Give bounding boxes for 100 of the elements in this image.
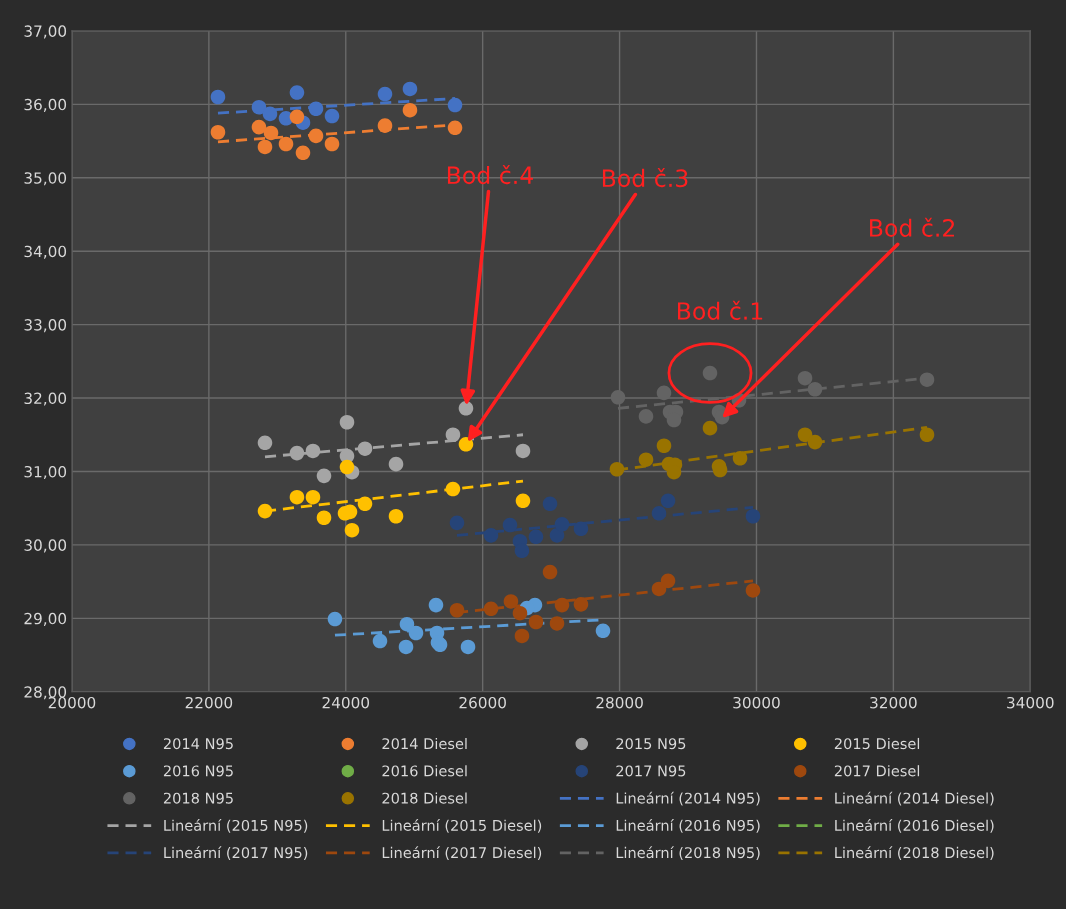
point xyxy=(514,543,530,559)
x-tick-label: 26000 xyxy=(459,696,506,709)
point xyxy=(745,583,761,598)
legend-label: 2018 Diesel xyxy=(382,792,467,804)
legend-label: 2014 Diesel xyxy=(382,737,467,750)
point xyxy=(483,528,499,543)
point xyxy=(327,611,343,627)
legend-label: 2015 Diesel xyxy=(834,737,920,750)
point xyxy=(449,515,465,531)
point xyxy=(610,390,626,405)
annotation: Bod č.2 xyxy=(870,217,955,237)
point xyxy=(210,89,226,105)
point xyxy=(305,489,321,505)
point xyxy=(458,437,474,452)
y-tick-label: 34,00 xyxy=(24,245,67,259)
point xyxy=(483,601,499,617)
point xyxy=(554,597,570,613)
point xyxy=(305,443,321,459)
point xyxy=(324,136,340,152)
point xyxy=(263,125,279,141)
x-tick-label: 24000 xyxy=(322,696,370,709)
point xyxy=(638,409,654,424)
legend-label: Lineární (2016 N95) xyxy=(616,819,760,833)
point xyxy=(316,510,332,526)
point xyxy=(656,385,672,401)
point xyxy=(807,381,823,397)
point xyxy=(514,628,530,644)
legend-label: 2017 Diesel xyxy=(834,765,920,777)
legend-label: 2017 N95 xyxy=(616,765,686,777)
y-tick-label: 36,00 xyxy=(24,98,67,112)
point xyxy=(210,124,226,140)
point xyxy=(372,633,388,649)
point xyxy=(797,370,813,386)
point xyxy=(651,506,667,521)
y-tick-label: 32,00 xyxy=(24,392,67,406)
point xyxy=(339,414,355,430)
point xyxy=(295,145,311,161)
point xyxy=(289,109,305,125)
legend-label: Lineární (2018 N95) xyxy=(616,846,760,860)
point xyxy=(357,496,373,512)
y-tick-label: 33,00 xyxy=(24,319,67,333)
point xyxy=(745,508,761,524)
point xyxy=(702,420,718,436)
point xyxy=(528,529,544,545)
point xyxy=(542,564,558,580)
point xyxy=(428,597,444,613)
point xyxy=(308,101,324,117)
point xyxy=(388,508,404,524)
point xyxy=(449,602,465,618)
legend-label: Lineární (2014 Diesel) xyxy=(835,791,994,806)
point xyxy=(919,427,935,443)
annotation: Bod č.4 xyxy=(447,164,533,185)
y-tick-label: 31,00 xyxy=(24,465,67,480)
point xyxy=(542,496,558,512)
point xyxy=(515,493,531,509)
point xyxy=(573,597,589,612)
point xyxy=(308,128,324,144)
legend-label: Lineární (2015 N95) xyxy=(164,819,308,833)
point xyxy=(357,441,373,456)
legend-label: 2015 N95 xyxy=(616,738,686,750)
y-tick-label: 37,00 xyxy=(24,25,67,39)
point xyxy=(251,119,267,135)
point xyxy=(398,639,414,655)
y-tick-label: 29,00 xyxy=(24,612,67,626)
point xyxy=(515,443,531,459)
point xyxy=(402,81,418,97)
point xyxy=(324,108,340,124)
point xyxy=(656,438,672,454)
point xyxy=(402,102,418,118)
point xyxy=(316,468,332,484)
point xyxy=(289,85,305,100)
x-tick-label: 34000 xyxy=(1007,696,1054,709)
legend-label: 2018 N95 xyxy=(163,792,233,804)
point xyxy=(797,427,813,443)
point xyxy=(528,614,544,630)
point xyxy=(660,573,676,589)
x-tick-label: 28000 xyxy=(596,696,643,709)
point xyxy=(257,435,273,451)
point xyxy=(554,517,570,532)
x-tick-label: 30000 xyxy=(733,696,780,709)
point xyxy=(257,139,273,155)
point xyxy=(807,434,823,450)
point xyxy=(408,625,424,641)
point xyxy=(289,489,305,505)
point xyxy=(460,639,476,655)
point xyxy=(377,86,393,102)
point xyxy=(702,365,718,381)
y-tick-label: 30,00 xyxy=(24,539,67,553)
legend-label: Lineární (2017 Diesel) xyxy=(382,846,542,860)
point xyxy=(732,450,748,466)
point xyxy=(549,616,565,631)
point xyxy=(447,120,463,136)
point xyxy=(595,623,611,639)
point xyxy=(339,459,355,475)
x-tick-label: 32000 xyxy=(870,696,917,709)
point xyxy=(445,427,461,443)
y-tick-label: 35,00 xyxy=(24,172,67,186)
point xyxy=(377,118,393,133)
point xyxy=(919,372,935,387)
point xyxy=(399,616,415,632)
